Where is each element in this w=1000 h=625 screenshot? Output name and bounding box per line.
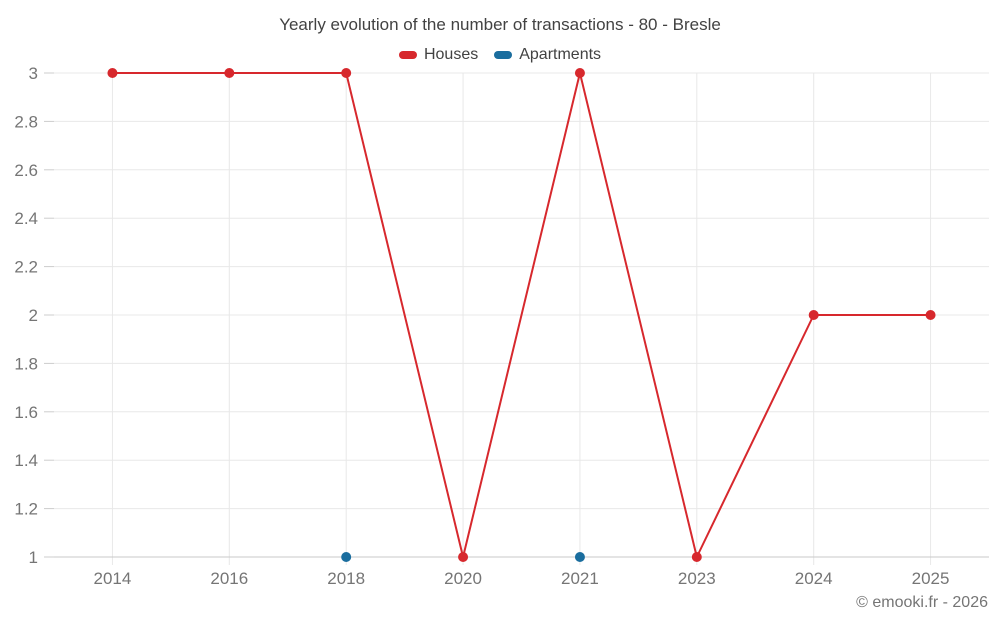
data-point-apartments-2018[interactable] [341, 552, 352, 562]
svg-text:2.4: 2.4 [14, 209, 38, 228]
svg-text:2021: 2021 [561, 569, 599, 588]
svg-text:2024: 2024 [795, 569, 833, 588]
chart-title: Yearly evolution of the number of transa… [279, 15, 721, 34]
data-point-houses-2020[interactable] [458, 552, 469, 562]
legend: Houses Apartments [0, 46, 1000, 64]
svg-text:2: 2 [29, 306, 38, 325]
svg-text:3: 3 [29, 64, 38, 83]
data-point-houses-2021[interactable] [574, 68, 585, 78]
data-point-houses-2014[interactable] [107, 68, 118, 78]
svg-text:1.2: 1.2 [14, 500, 38, 519]
svg-text:2.8: 2.8 [14, 112, 38, 131]
data-point-houses-2016[interactable] [224, 68, 235, 78]
data-point-houses-2023[interactable] [691, 552, 702, 562]
series-apartments [341, 552, 585, 562]
svg-text:2025: 2025 [912, 569, 950, 588]
legend-item-houses[interactable]: Houses [398, 46, 479, 64]
svg-text:1.8: 1.8 [14, 354, 38, 373]
data-point-houses-2024[interactable] [808, 310, 819, 320]
svg-text:2018: 2018 [327, 569, 365, 588]
svg-text:2016: 2016 [210, 569, 248, 588]
svg-text:2.6: 2.6 [14, 161, 38, 180]
svg-text:2023: 2023 [678, 569, 716, 588]
svg-text:2020: 2020 [444, 569, 482, 588]
series-houses [107, 68, 936, 562]
apartments-swatch-icon [494, 51, 513, 59]
houses-swatch-icon [398, 51, 417, 59]
svg-text:2014: 2014 [94, 569, 132, 588]
svg-text:1.6: 1.6 [14, 403, 38, 422]
data-point-houses-2025[interactable] [925, 310, 936, 320]
x-axis-labels: 2014 2016 2018 2020 2021 2023 2024 2025 [94, 569, 950, 588]
svg-text:1: 1 [29, 548, 38, 567]
y-axis-labels: 1 1.2 1.4 1.6 1.8 2 2.2 2.4 2.6 2.8 3 [14, 64, 38, 567]
legend-label-houses: Houses [423, 46, 479, 63]
copyright-text: © emooki.fr - 2026 [856, 594, 988, 611]
data-point-houses-2018[interactable] [341, 68, 352, 78]
legend-label-apartments: Apartments [519, 46, 602, 63]
legend-item-apartments[interactable]: Apartments [494, 46, 601, 64]
svg-text:1.4: 1.4 [14, 451, 38, 470]
svg-text:2.2: 2.2 [14, 258, 38, 277]
data-point-apartments-2021[interactable] [574, 552, 585, 562]
